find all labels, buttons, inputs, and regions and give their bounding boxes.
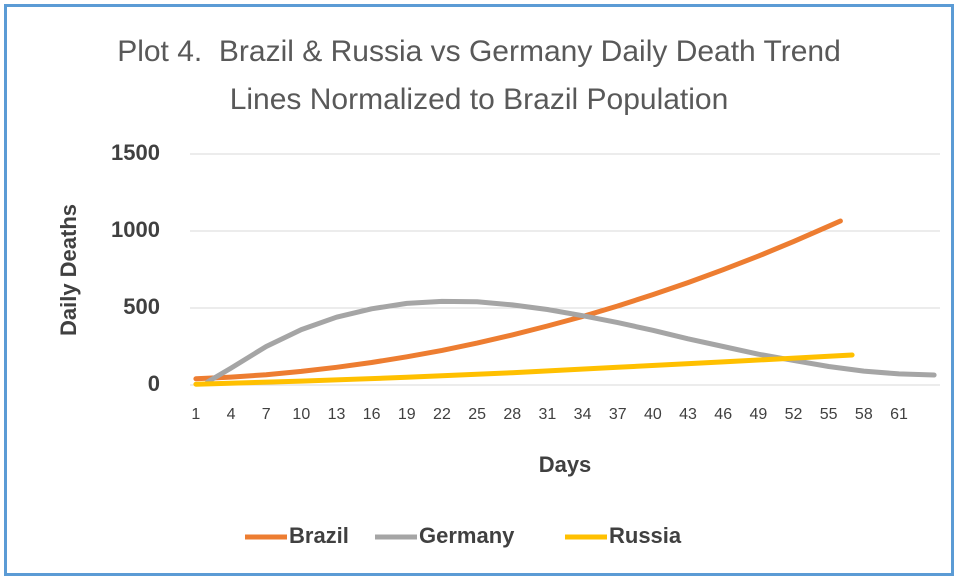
series-line (193, 218, 843, 382)
chart-frame (4, 4, 954, 576)
x-tick-label: 46 (714, 406, 732, 423)
x-tick-label: 19 (398, 406, 416, 423)
y-tick-label: 1500 (111, 140, 160, 165)
x-tick-label: 13 (328, 406, 346, 423)
x-tick-label: 58 (855, 406, 873, 423)
x-tick-label: 61 (890, 406, 908, 423)
x-tick-label: 55 (820, 406, 838, 423)
legend-label: Russia (609, 523, 682, 548)
legend-label: Germany (419, 523, 515, 548)
y-tick-label: 500 (123, 294, 160, 319)
x-tick-label: 34 (574, 406, 592, 423)
x-tick-label: 22 (433, 406, 451, 423)
series-line (205, 298, 937, 385)
x-axis-title: Days (539, 452, 592, 477)
x-tick-label: 1 (191, 406, 200, 423)
x-tick-label: 40 (644, 406, 662, 423)
x-tick-label: 28 (503, 406, 521, 423)
legend-label: Brazil (289, 523, 349, 548)
x-tick-label: 16 (363, 406, 381, 423)
x-tick-label: 4 (227, 406, 236, 423)
y-tick-label: 0 (148, 371, 160, 396)
x-tick-label: 43 (679, 406, 697, 423)
chart-title: Plot 4. Brazil & Russia vs Germany Daily… (117, 35, 850, 116)
x-tick-label: 7 (262, 406, 271, 423)
series-line (193, 352, 855, 387)
y-tick-label: 1000 (111, 217, 160, 242)
x-tick-label: 52 (785, 406, 803, 423)
x-tick-label: 10 (292, 406, 310, 423)
x-tick-label: 31 (539, 406, 557, 423)
x-tick-label: 37 (609, 406, 627, 423)
x-tick-label: 49 (749, 406, 767, 423)
y-axis-title: Daily Deaths (56, 204, 81, 336)
x-tick-label: 25 (468, 406, 486, 423)
